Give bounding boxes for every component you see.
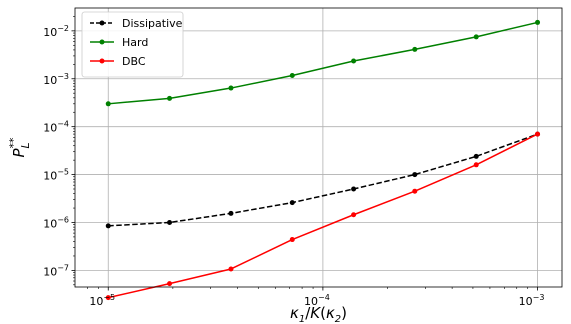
- y-tick-label: 10−3: [43, 72, 69, 87]
- data-point-dbc: [289, 237, 295, 243]
- data-point-hard: [289, 72, 295, 78]
- series-line-dbc: [108, 133, 538, 299]
- series-line-hard: [108, 21, 538, 105]
- data-point-dbc: [228, 266, 234, 272]
- data-point-dbc: [412, 188, 418, 194]
- x-tick-label: 10−5: [89, 293, 115, 308]
- data-point-dbc: [351, 212, 357, 218]
- data-point-hard: [412, 46, 418, 52]
- legend: Dissipative Hard DBC: [81, 11, 184, 78]
- y-tick-label: 10−7: [43, 263, 69, 278]
- data-point-dissipative: [289, 200, 295, 206]
- x-tick-label: 10−3: [519, 293, 545, 308]
- legend-label-hard: Hard: [122, 36, 148, 49]
- data-point-hard: [167, 95, 173, 101]
- axes: 10−5 10−4 10−3 10−7 10−6 10−5 10−4 10−3 10−2: [43, 7, 563, 308]
- data-point-dbc: [535, 131, 541, 137]
- data-point-dbc: [105, 295, 111, 301]
- y-tick-label: 10−6: [43, 215, 69, 230]
- data-point-hard: [228, 85, 234, 91]
- data-point-dissipative: [351, 186, 357, 192]
- series-line-dissipative: [108, 133, 538, 227]
- data-point-dbc: [473, 162, 479, 168]
- y-axis-label: P**L: [7, 137, 32, 158]
- data-point-hard: [473, 34, 479, 40]
- data-point-dissipative: [412, 172, 418, 178]
- legend-marker-dissipative: [99, 20, 105, 26]
- data-point-dissipative: [473, 153, 479, 159]
- y-tick-label: 10−5: [43, 168, 69, 183]
- y-tick-label: 10−4: [43, 120, 69, 135]
- data-point-hard: [105, 101, 111, 107]
- legend-label-dissipative: Dissipative: [122, 17, 183, 30]
- data-point-dissipative: [228, 210, 234, 216]
- legend-marker-dbc: [99, 58, 105, 64]
- data-point-hard: [351, 58, 357, 64]
- axes-frame: [74, 7, 563, 288]
- data-point-dbc: [167, 281, 173, 287]
- x-tick-label: 10−4: [304, 293, 330, 308]
- data-point-dissipative: [105, 223, 111, 229]
- legend-label-dbc: DBC: [122, 55, 146, 68]
- series-layer: [105, 19, 541, 301]
- data-point-dissipative: [167, 219, 173, 225]
- x-axis-label: κ1/K(κ2): [290, 304, 347, 324]
- legend-marker-hard: [99, 39, 105, 45]
- data-point-hard: [535, 19, 541, 25]
- y-tick-label: 10−2: [43, 24, 69, 39]
